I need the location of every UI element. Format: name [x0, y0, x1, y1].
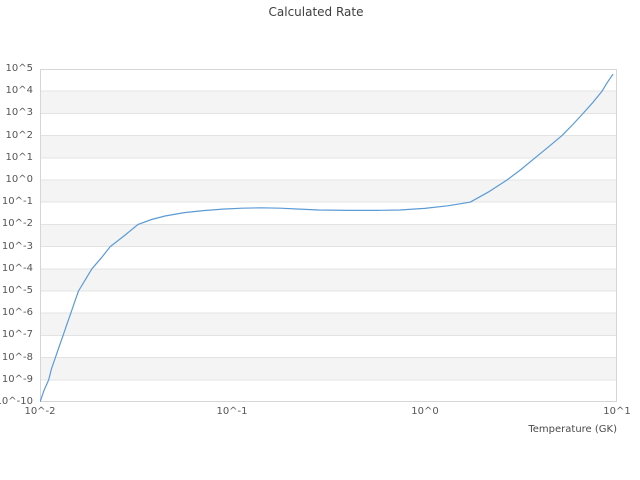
chart-title: Calculated Rate [268, 5, 364, 19]
rate-plot-svg [39, 68, 617, 403]
x-tick-label: 10^1 [603, 406, 631, 417]
x-tick-label: 10^-2 [24, 406, 56, 417]
y-tick-label: 10^0 [5, 174, 33, 185]
plot-area [39, 68, 617, 403]
y-tick-label: 10^-3 [1, 241, 33, 252]
y-tick-label: 10^-4 [1, 263, 33, 274]
y-tick-label: 10^-8 [1, 352, 33, 363]
x-tick-label: 10^0 [411, 406, 439, 417]
y-tick-label: 10^-7 [1, 329, 33, 340]
y-tick-label: 10^-2 [1, 218, 33, 229]
shaded-band [40, 313, 617, 336]
y-tick-label: 10^2 [5, 130, 33, 141]
y-tick-label: 10^3 [5, 107, 33, 118]
x-axis-title: Temperature (GK) [528, 424, 617, 435]
shaded-band [40, 268, 617, 291]
shaded-band [40, 135, 617, 158]
y-tick-label: 10^4 [5, 85, 33, 96]
y-tick-label: 10^-6 [1, 307, 33, 318]
y-tick-label: 10^-5 [1, 285, 33, 296]
y-tick-label: 10^-9 [1, 374, 33, 385]
y-tick-label: 10^5 [5, 63, 33, 74]
y-tick-label: 10^1 [5, 152, 33, 163]
shaded-band [40, 357, 617, 380]
plot-border [40, 69, 617, 402]
shaded-band [40, 224, 617, 247]
calculated-rate-curve [39, 73, 614, 403]
shaded-band [40, 180, 617, 203]
y-tick-label: 10^-1 [1, 196, 33, 207]
y-tick-label: 10^-10 [0, 396, 33, 407]
x-tick-label: 10^-1 [216, 406, 248, 417]
shaded-band [40, 91, 617, 114]
